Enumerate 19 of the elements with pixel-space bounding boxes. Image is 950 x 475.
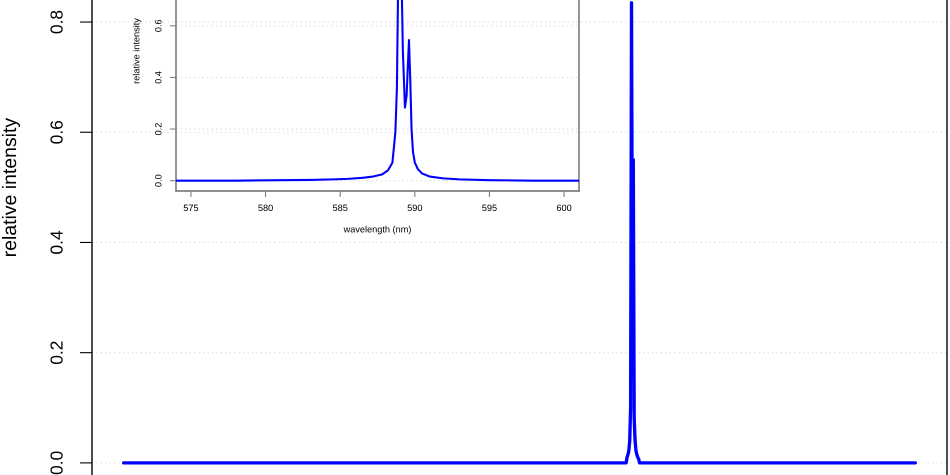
y-tick-label: 0.4 (50, 230, 63, 254)
y-tick-label: 0.4 (155, 71, 162, 84)
y-tick-label: 0.2 (50, 341, 63, 364)
x-tick-label: 595 (482, 204, 497, 212)
y-tick-label: 0.0 (50, 451, 63, 474)
y-tick-label: 0.6 (50, 120, 63, 144)
y-axis-title: relative intensity (2, 118, 20, 256)
y-tick-label: 0.2 (155, 123, 162, 136)
line-series (122, 1, 918, 465)
x-tick-label: 590 (408, 204, 422, 212)
x-tick-label: 575 (184, 204, 198, 212)
y-tick-label: 0.8 (50, 10, 63, 34)
x-axis-title: wavelength (nm) (344, 226, 411, 234)
x-tick-label: 580 (258, 204, 273, 212)
x-tick-label: 600 (556, 204, 572, 212)
y-tick-label: 0.6 (155, 20, 162, 32)
y-axis-title: relative intensity (132, 18, 142, 84)
y-tick-label: 0.0 (155, 174, 162, 187)
x-tick-label: 585 (332, 204, 348, 212)
